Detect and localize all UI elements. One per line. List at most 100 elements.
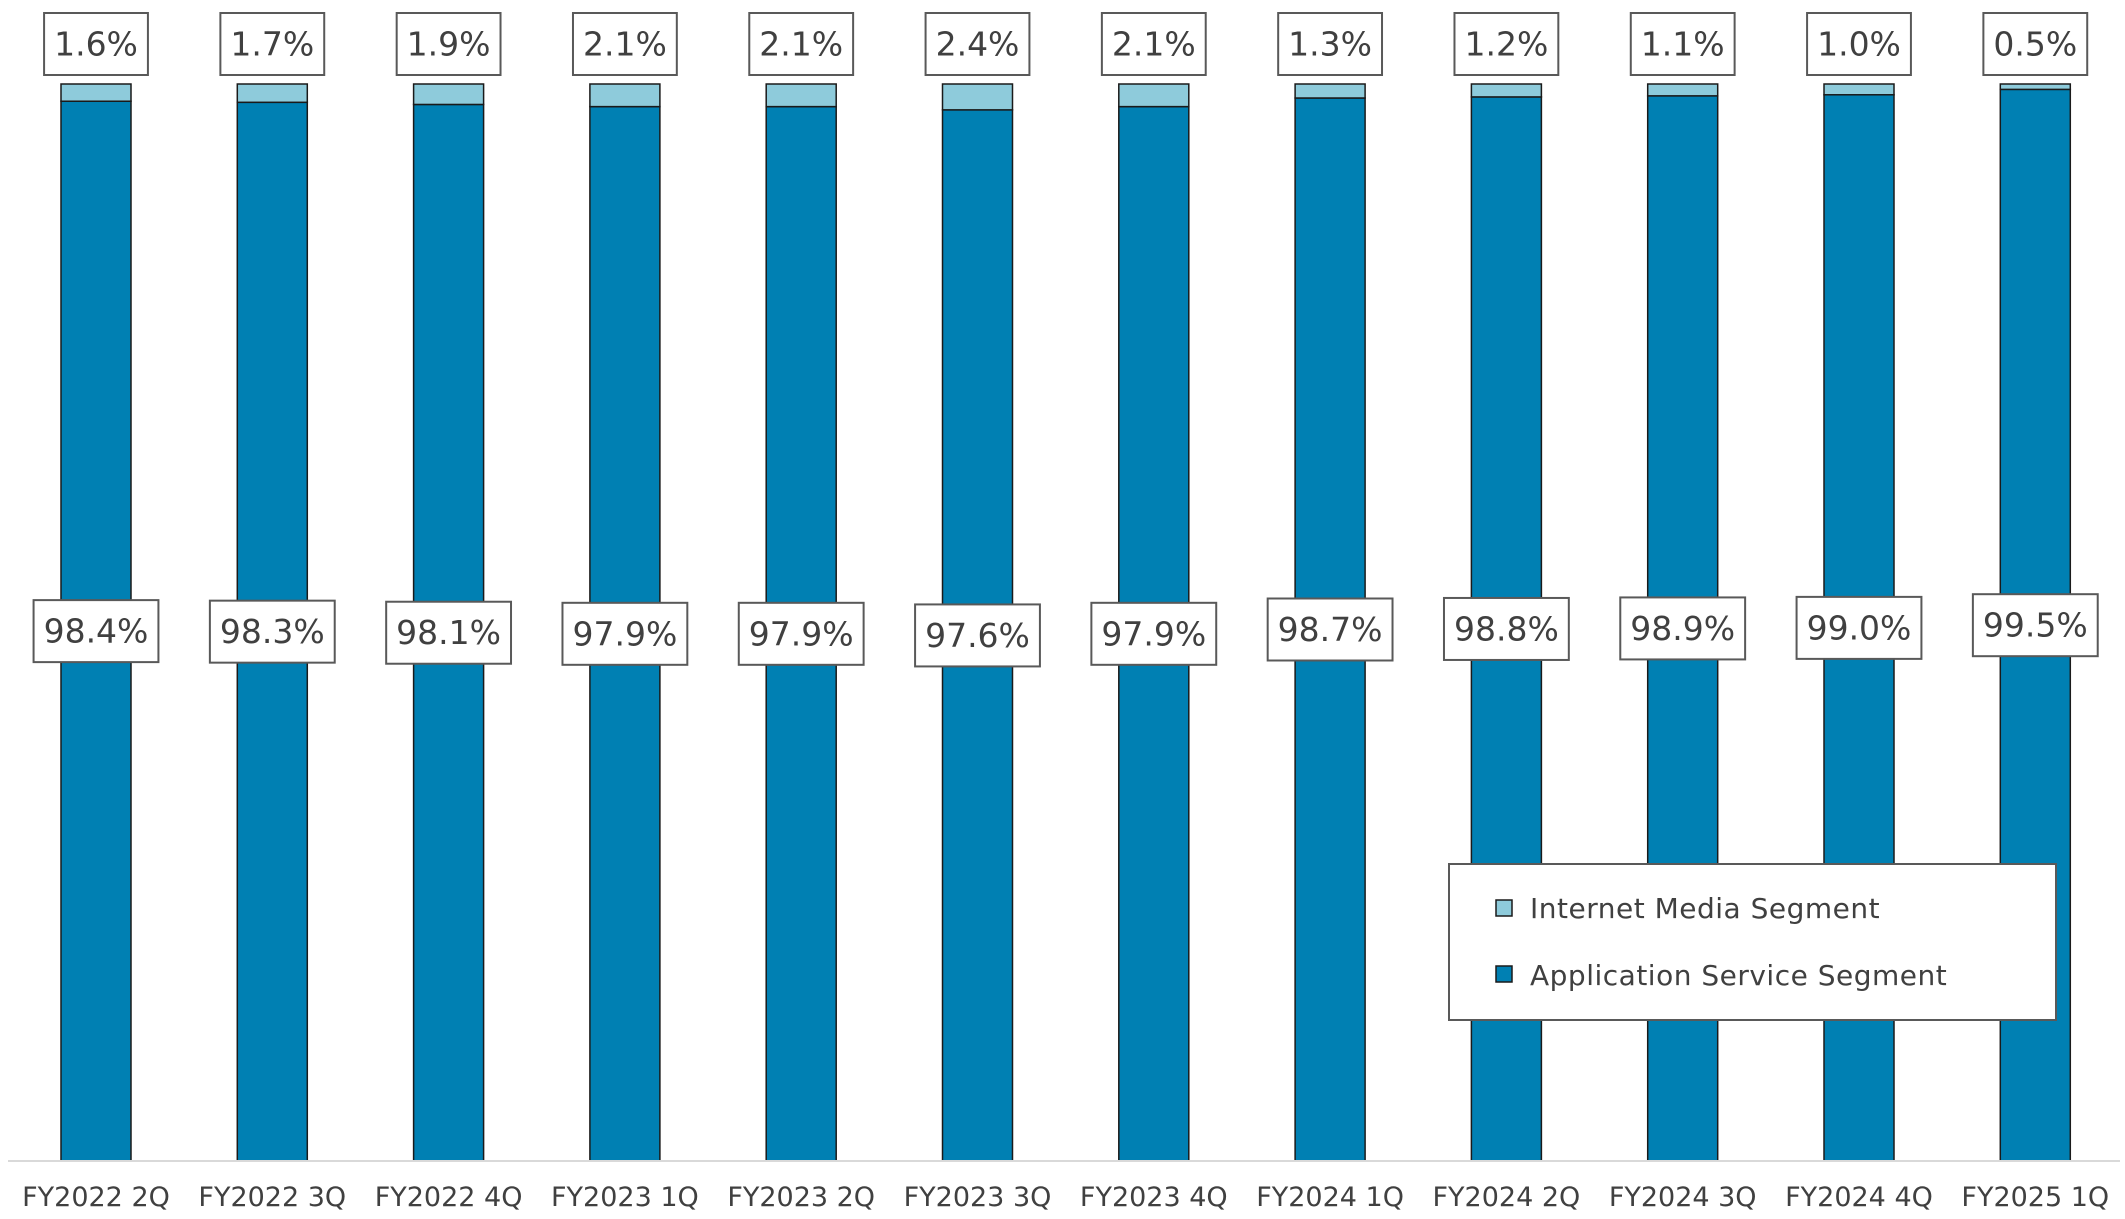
data-label-application-service-10: 99.0% [1795,595,1923,660]
data-label-application-service-0-text: 98.4% [44,612,149,651]
x-tick-label-0: FY2022 2Q [22,1182,170,1213]
bar-internet-media-8 [1470,83,1543,98]
legend-swatch-internet-media [1495,899,1513,917]
data-label-internet-media-9-text: 1.1% [1641,25,1725,64]
x-tick-label-11: FY2025 1Q [1961,1182,2109,1213]
legend-label-application-service: Application Service Segment [1530,959,1947,992]
data-label-application-service-0: 98.4% [32,599,160,664]
data-label-internet-media-5-box [924,12,1031,76]
x-tick-label-1: FY2022 3Q [198,1182,346,1213]
legend-label-internet-media: Internet Media Segment [1530,892,1880,925]
data-label-internet-media-6-box [1100,12,1207,76]
data-label-application-service-5-text: 97.6% [925,616,1030,655]
data-label-application-service-7-text: 98.7% [1278,610,1383,649]
data-label-internet-media-5: 2.4% [924,12,1031,76]
data-label-internet-media-11-box [1982,12,2089,76]
data-label-application-service-7: 98.7% [1266,597,1394,662]
data-label-internet-media-4-text: 2.1% [759,25,843,64]
data-label-internet-media-8-text: 1.2% [1464,25,1548,64]
bar-internet-media-0 [60,83,132,102]
data-label-application-service-1-box [208,599,336,664]
legend-swatch-application-service [1495,965,1513,983]
x-tick-label-2: FY2022 4Q [375,1182,523,1213]
x-axis-ticks: FY2022 2Q FY2022 3Q FY2022 4Q FY2023 1Q FY20… [22,1182,2109,1213]
data-label-internet-media-8-box [1453,12,1560,76]
data-label-application-service-3-box [561,601,689,666]
data-label-application-service-6: 97.9% [1090,601,1218,666]
x-tick-label-9: FY2024 3Q [1609,1182,1757,1213]
data-label-application-service-10-text: 99.0% [1807,608,1912,647]
data-label-application-service-4: 97.9% [737,601,865,666]
data-label-internet-media-3: 2.1% [571,12,678,76]
legend: Internet Media Segment Application Servi… [1448,863,2057,1021]
data-label-application-service-3: 97.9% [561,601,689,666]
bar-internet-media-5 [941,83,1014,111]
x-tick-label-4: FY2023 2Q [727,1182,875,1213]
data-label-internet-media-6-text: 2.1% [1112,25,1196,64]
bar-internet-media-7 [1294,83,1366,99]
data-label-application-service-11: 99.5% [1971,593,2099,658]
x-tick-label-5: FY2023 3Q [904,1182,1052,1213]
data-label-internet-media-3-text: 2.1% [583,25,667,64]
data-label-application-service-9-text: 98.9% [1630,609,1735,648]
bar-internet-media-2 [412,83,485,106]
data-label-application-service-1-text: 98.3% [220,612,325,651]
data-label-application-service-5: 97.6% [914,603,1041,668]
data-label-internet-media-6: 2.1% [1100,12,1207,76]
data-label-internet-media-7: 1.3% [1277,12,1384,76]
data-label-internet-media-4-box [748,12,855,76]
data-label-internet-media-2: 1.9% [395,12,502,76]
data-label-application-service-2-box [385,600,513,665]
data-label-application-service-4-text: 97.9% [749,614,854,653]
data-label-internet-media-10-text: 1.0% [1817,25,1901,64]
data-label-internet-media-2-text: 1.9% [407,25,491,64]
data-label-application-service-6-text: 97.9% [1101,614,1206,653]
data-label-internet-media-0-box [43,12,149,76]
data-labels-layer: 98.4% 1.6% 98.3% 1.7% 98.1% 1.9% 97.9% 2.1% 97.9… [32,12,2099,668]
bar-internet-media-6 [1118,83,1190,108]
data-label-internet-media-9-box [1629,12,1736,76]
bar-internet-media-10 [1823,83,1895,96]
data-label-application-service-7-box [1266,597,1394,662]
data-label-internet-media-0: 1.6% [43,12,149,76]
x-tick-label-6: FY2023 4Q [1080,1182,1228,1213]
data-label-application-service-11-box [1971,593,2099,658]
data-label-internet-media-7-box [1277,12,1384,76]
data-label-internet-media-10: 1.0% [1806,12,1912,76]
x-tick-label-10: FY2024 4Q [1785,1182,1933,1213]
bar-internet-media-9 [1646,83,1719,97]
data-label-internet-media-1: 1.7% [219,12,326,76]
data-label-application-service-8-box [1442,596,1570,661]
data-label-internet-media-0-text: 1.6% [54,25,138,64]
bar-internet-media-1 [236,83,309,104]
data-label-internet-media-1-box [219,12,326,76]
data-label-application-service-8: 98.8% [1442,596,1570,661]
data-label-internet-media-4: 2.1% [748,12,855,76]
x-tick-label-3: FY2023 1Q [551,1182,699,1213]
data-label-application-service-6-box [1090,601,1218,666]
data-label-application-service-11-text: 99.5% [1983,606,2088,645]
data-label-internet-media-3-box [571,12,678,76]
data-label-internet-media-1-text: 1.7% [230,25,314,64]
data-label-internet-media-5-text: 2.4% [936,25,1020,64]
data-label-internet-media-11: 0.5% [1982,12,2089,76]
data-label-application-service-2-text: 98.1% [396,613,501,652]
data-label-internet-media-9: 1.1% [1629,12,1736,76]
data-label-internet-media-2-box [395,12,502,76]
data-label-application-service-4-box [737,601,865,666]
data-label-application-service-5-box [914,603,1041,668]
data-label-application-service-9: 98.9% [1619,596,1747,661]
bar-internet-media-11 [1999,83,2072,91]
data-label-internet-media-10-box [1806,12,1912,76]
data-label-application-service-1: 98.3% [208,599,336,664]
data-label-application-service-9-box [1619,596,1747,661]
legend-box [1448,863,2057,1021]
data-label-application-service-0-box [32,599,160,664]
bar-internet-media-4 [765,83,837,108]
data-label-internet-media-8: 1.2% [1453,12,1560,76]
data-label-application-service-10-box [1795,595,1923,660]
data-label-application-service-8-text: 98.8% [1454,609,1559,648]
x-tick-label-7: FY2024 1Q [1256,1182,1404,1213]
